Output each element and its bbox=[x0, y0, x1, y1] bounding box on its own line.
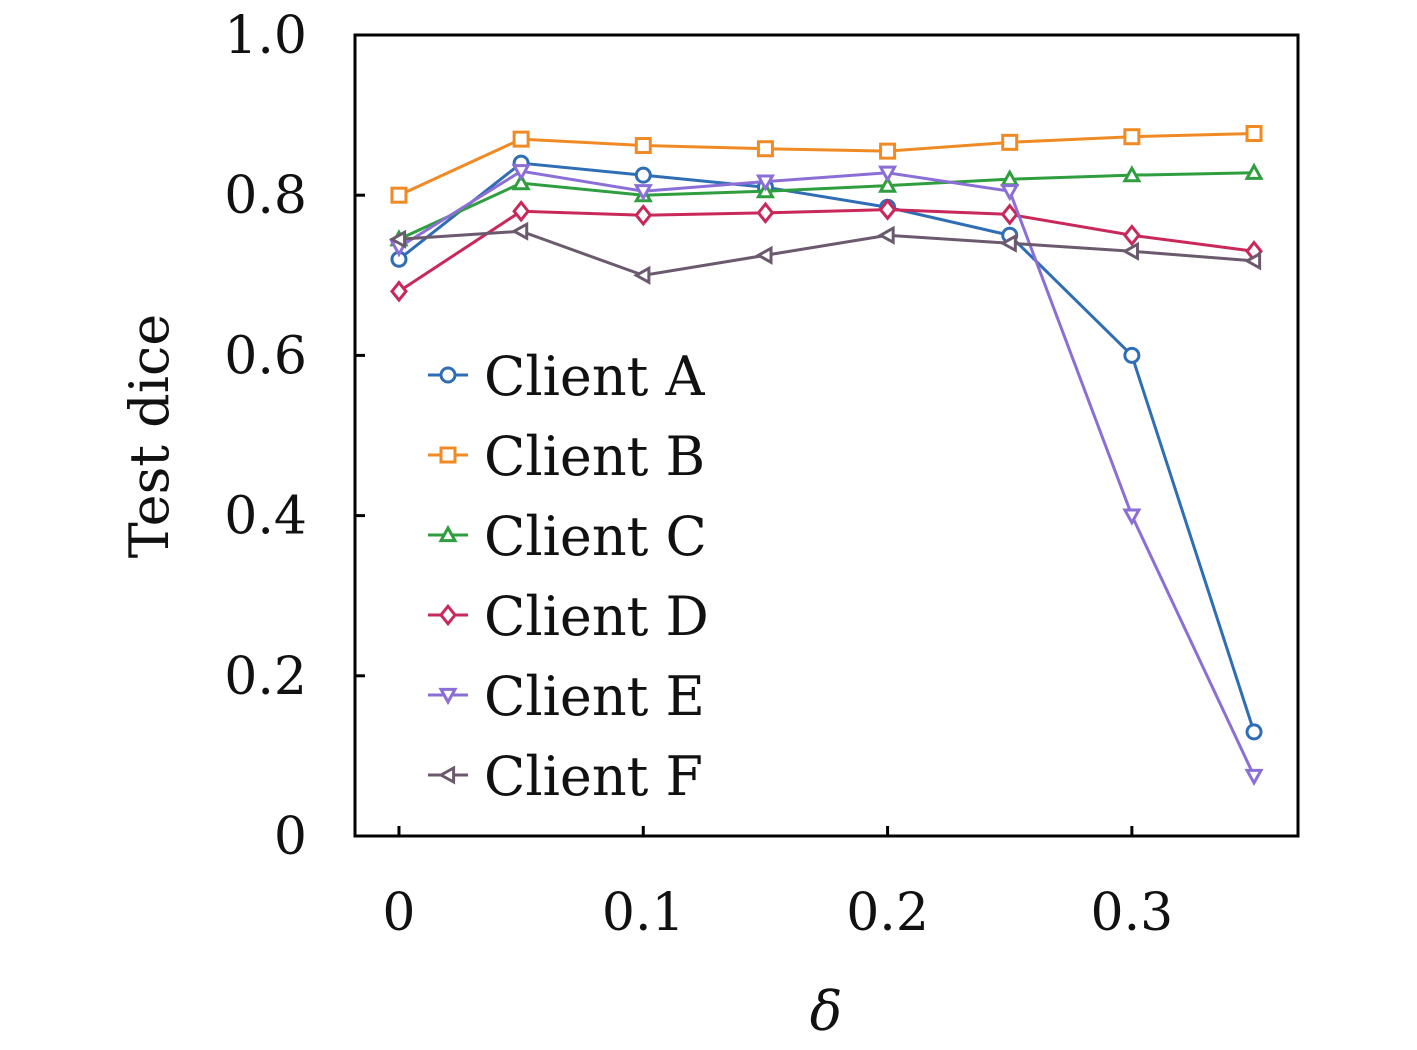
legend: Client A Client B Client C Client D Client E… bbox=[428, 345, 709, 808]
data-point bbox=[1245, 723, 1263, 741]
legend-item: Client F bbox=[428, 745, 703, 808]
series-line bbox=[398, 132, 1255, 197]
legend-marker bbox=[439, 366, 457, 384]
data-point bbox=[634, 137, 652, 155]
data-point bbox=[755, 245, 773, 265]
data-point bbox=[633, 265, 651, 285]
x-tick-label: 0.3 bbox=[1091, 883, 1174, 943]
data-point bbox=[1000, 203, 1019, 226]
data-point bbox=[634, 166, 652, 184]
y-tick-label: 1.0 bbox=[224, 6, 307, 66]
x-tick-label: 0.2 bbox=[846, 883, 929, 943]
data-point bbox=[1122, 165, 1142, 183]
data-point bbox=[756, 140, 774, 158]
y-axis: 0 0.2 0.4 0.6 0.8 1.0 bbox=[224, 6, 365, 867]
legend-marker bbox=[437, 765, 456, 785]
data-point bbox=[1122, 224, 1141, 247]
legend-label: Client E bbox=[484, 665, 705, 728]
plot-frame bbox=[353, 33, 1300, 838]
series-layer bbox=[388, 125, 1264, 787]
data-point bbox=[511, 173, 531, 191]
legend-label: Client D bbox=[484, 585, 709, 648]
data-point bbox=[879, 142, 897, 160]
data-point bbox=[756, 201, 775, 224]
data-point bbox=[1245, 125, 1263, 143]
series-line bbox=[398, 171, 1255, 241]
data-point bbox=[390, 280, 408, 303]
series-line bbox=[398, 229, 1255, 277]
series-line bbox=[398, 208, 1255, 293]
data-point bbox=[512, 130, 530, 148]
data-point bbox=[1123, 346, 1141, 364]
legend-item: Client C bbox=[428, 505, 707, 568]
data-point bbox=[878, 198, 897, 221]
legend-item: Client E bbox=[428, 665, 705, 728]
data-point bbox=[388, 229, 407, 249]
x-tick-label: 0 bbox=[382, 883, 415, 943]
legend-item: Client A bbox=[428, 345, 705, 408]
series-line bbox=[398, 161, 1256, 733]
legend-label: Client F bbox=[484, 745, 703, 808]
data-point bbox=[1244, 768, 1264, 787]
data-point bbox=[512, 200, 531, 223]
data-point bbox=[511, 221, 529, 241]
legend-label: Client B bbox=[484, 425, 705, 488]
data-point bbox=[1121, 241, 1139, 261]
legend-marker bbox=[438, 524, 458, 543]
legend-item: Client D bbox=[428, 585, 709, 648]
data-point bbox=[634, 204, 653, 227]
y-tick-label: 0 bbox=[274, 807, 307, 867]
data-point bbox=[1000, 169, 1020, 187]
data-point bbox=[1243, 251, 1262, 271]
data-point bbox=[1122, 508, 1142, 526]
legend-label: Client C bbox=[484, 505, 707, 568]
y-tick-label: 0.8 bbox=[224, 166, 307, 226]
y-tick-label: 0.2 bbox=[224, 647, 307, 707]
data-point bbox=[1244, 162, 1264, 180]
data-point bbox=[878, 165, 898, 183]
data-point bbox=[1123, 128, 1141, 146]
data-point bbox=[999, 233, 1017, 253]
legend-label: Client A bbox=[484, 345, 705, 408]
series-line bbox=[398, 169, 1256, 777]
series-client-d bbox=[390, 198, 1263, 303]
legend-item: Client B bbox=[428, 425, 705, 488]
x-axis: 0 0.1 0.2 0.3 bbox=[382, 826, 1173, 943]
data-point bbox=[755, 174, 775, 192]
x-axis-label: δ bbox=[810, 980, 843, 1043]
legend-marker bbox=[438, 687, 458, 706]
legend-marker bbox=[439, 603, 457, 627]
data-point bbox=[1001, 133, 1019, 151]
data-point bbox=[390, 186, 408, 204]
y-tick-label: 0.4 bbox=[224, 487, 307, 547]
data-point bbox=[878, 175, 898, 193]
data-point bbox=[511, 164, 531, 182]
y-axis-label: Test dice bbox=[118, 314, 181, 558]
series-client-b bbox=[390, 125, 1263, 204]
series-client-f bbox=[388, 221, 1262, 285]
x-tick-label: 0.1 bbox=[602, 883, 685, 943]
data-point bbox=[633, 184, 653, 202]
y-tick-label: 0.6 bbox=[224, 326, 307, 386]
data-point bbox=[1000, 184, 1020, 202]
legend-marker bbox=[439, 446, 457, 464]
data-point bbox=[877, 225, 895, 245]
